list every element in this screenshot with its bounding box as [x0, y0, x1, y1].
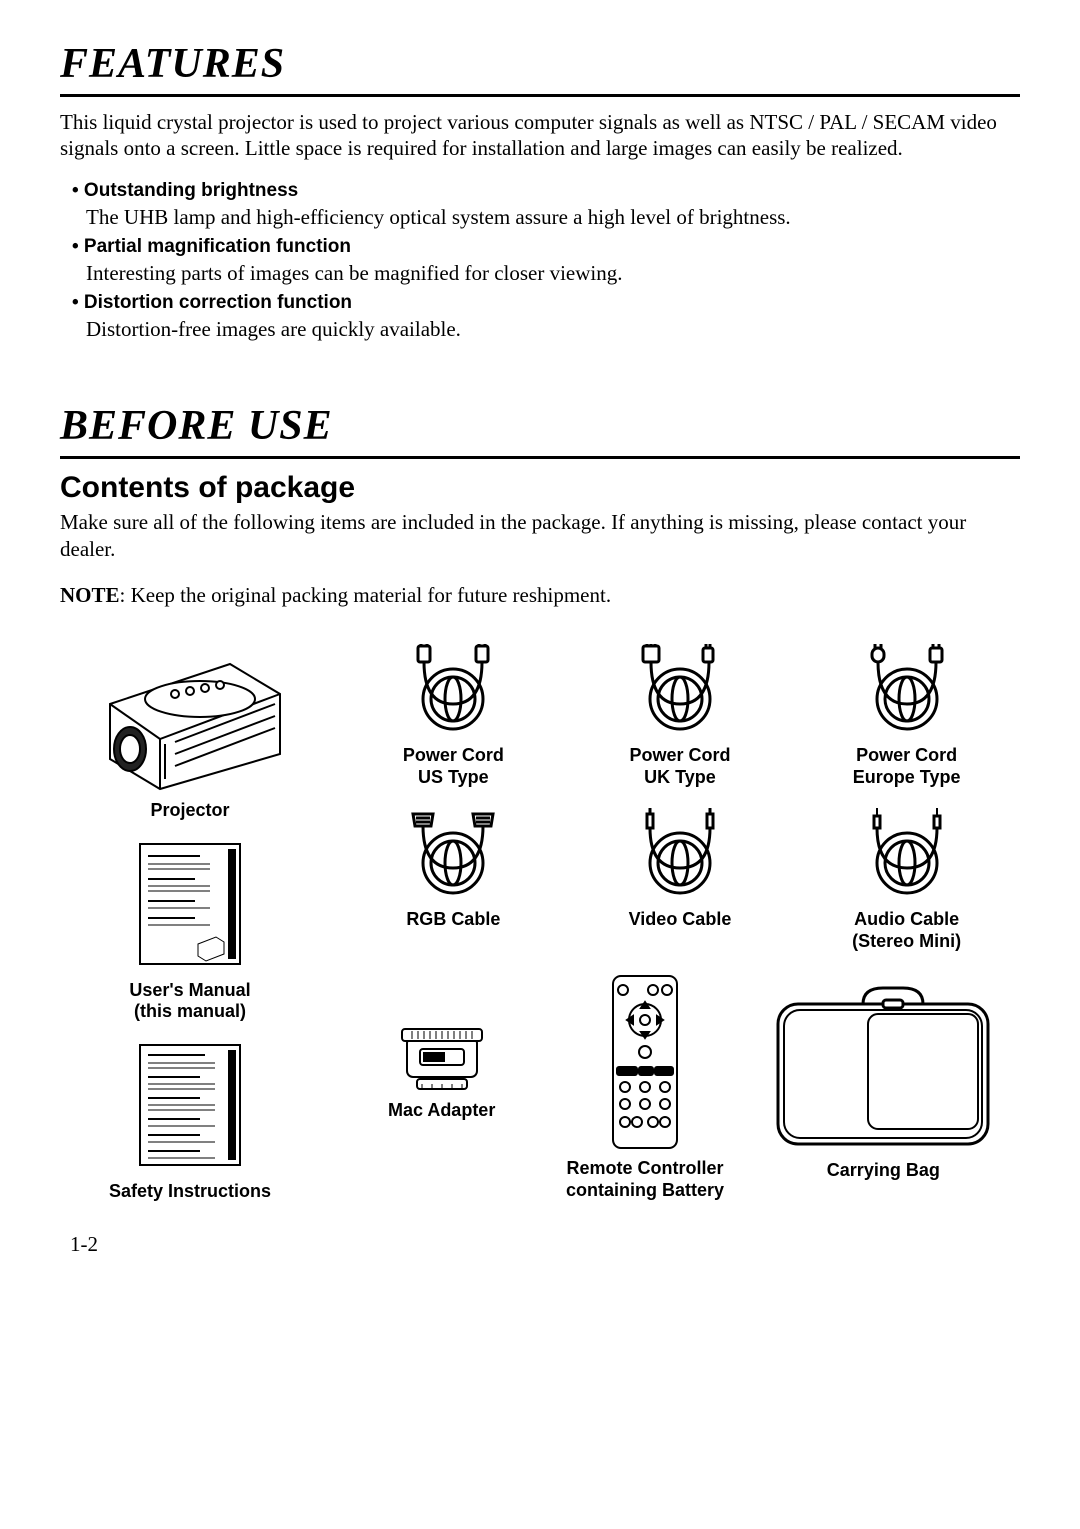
right-column: Power CordUS Type: [340, 644, 1020, 1202]
power-us-item: Power CordUS Type: [398, 644, 508, 788]
safety-icon: [130, 1035, 250, 1175]
feature-title: • Outstanding brightness: [72, 180, 1020, 202]
projector-icon: [80, 644, 300, 794]
feature-desc: The UHB lamp and high-efficiency optical…: [86, 204, 1020, 230]
feature-desc: Interesting parts of images can be magni…: [86, 260, 1020, 286]
carrying-bag-icon: [768, 984, 998, 1154]
rule-before-use: [60, 456, 1020, 459]
row-accessories: Mac Adapter: [340, 972, 1020, 1201]
feature-title: • Distortion correction function: [72, 292, 1020, 314]
power-cord-icon: [398, 644, 508, 739]
video-cable-icon: [625, 808, 735, 903]
feature-item: • Partial magnification function Interes…: [72, 236, 1020, 286]
carrying-bag-item: Carrying Bag: [753, 984, 1013, 1202]
safety-item: Safety Instructions: [109, 1035, 271, 1203]
contents-subheading: Contents of package: [60, 471, 1020, 505]
carrying-bag-label: Carrying Bag: [827, 1160, 940, 1182]
projector-item: Projector: [80, 644, 300, 822]
note-text: NOTE: Keep the original packing material…: [60, 582, 1020, 608]
safety-label: Safety Instructions: [109, 1181, 271, 1203]
users-manual-item: User's Manual(this manual): [129, 834, 250, 1023]
features-heading: FEATURES: [60, 40, 1020, 88]
power-eu-item: Power CordEurope Type: [852, 644, 962, 788]
feature-list: • Outstanding brightness The UHB lamp an…: [72, 180, 1020, 343]
remote-label: Remote Controllercontaining Battery: [566, 1158, 724, 1201]
power-cord-icon: [625, 644, 735, 739]
power-eu-label: Power CordEurope Type: [853, 745, 961, 788]
feature-title: • Partial magnification function: [72, 236, 1020, 258]
power-us-label: Power CordUS Type: [403, 745, 504, 788]
page-number: 1-2: [70, 1232, 1020, 1257]
remote-icon: [605, 972, 685, 1152]
remote-item: Remote Controllercontaining Battery: [550, 972, 740, 1201]
package-area: Projector: [60, 644, 1020, 1202]
features-intro: This liquid crystal projector is used to…: [60, 109, 1020, 162]
row-power-cords: Power CordUS Type: [340, 644, 1020, 788]
projector-label: Projector: [150, 800, 229, 822]
power-cord-icon: [852, 644, 962, 739]
row-cables: RGB Cable: [340, 808, 1020, 952]
feature-item: • Distortion correction function Distort…: [72, 292, 1020, 342]
rgb-cable-icon: [398, 808, 508, 903]
mac-adapter-label: Mac Adapter: [388, 1100, 495, 1122]
power-uk-item: Power CordUK Type: [625, 644, 735, 788]
left-column: Projector: [60, 644, 320, 1202]
mac-adapter-item: Mac Adapter: [347, 1019, 537, 1202]
audio-cable-icon: [852, 808, 962, 903]
rule-features: [60, 94, 1020, 97]
power-uk-label: Power CordUK Type: [629, 745, 730, 788]
feature-desc: Distortion-free images are quickly avail…: [86, 316, 1020, 342]
before-use-heading: BEFORE USE: [60, 402, 1020, 450]
note-label: NOTE: [60, 583, 120, 607]
rgb-label: RGB Cable: [406, 909, 500, 931]
note-body: : Keep the original packing material for…: [120, 583, 612, 607]
audio-item: Audio Cable(Stereo Mini): [852, 808, 962, 952]
audio-label: Audio Cable(Stereo Mini): [852, 909, 961, 952]
contents-text: Make sure all of the following items are…: [60, 509, 1020, 562]
video-item: Video Cable: [625, 808, 735, 931]
video-label: Video Cable: [629, 909, 732, 931]
rgb-item: RGB Cable: [398, 808, 508, 931]
feature-item: • Outstanding brightness The UHB lamp an…: [72, 180, 1020, 230]
users-manual-label: User's Manual(this manual): [129, 980, 250, 1023]
mac-adapter-icon: [392, 1019, 492, 1094]
manual-icon: [130, 834, 250, 974]
